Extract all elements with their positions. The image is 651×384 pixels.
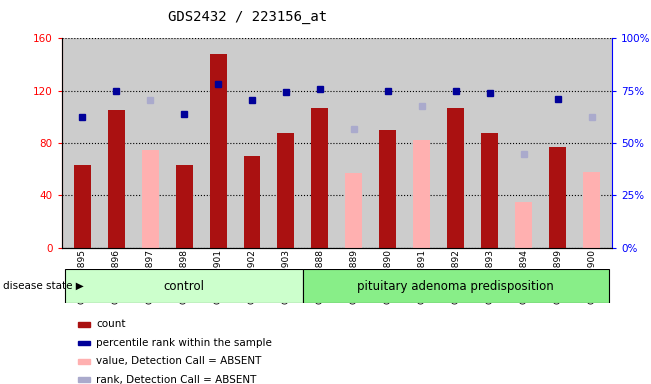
Bar <box>311 108 328 248</box>
Bar <box>210 54 227 248</box>
Bar <box>65 270 303 303</box>
Bar <box>346 173 363 248</box>
Bar <box>303 270 609 303</box>
Bar <box>142 150 159 248</box>
Bar <box>277 132 294 248</box>
Bar <box>380 130 396 248</box>
Text: control: control <box>163 280 204 293</box>
Bar <box>481 132 498 248</box>
Bar <box>515 202 532 248</box>
Text: disease state ▶: disease state ▶ <box>3 281 84 291</box>
Bar <box>107 110 124 248</box>
Text: count: count <box>96 319 126 329</box>
Bar <box>74 165 90 248</box>
Bar <box>243 156 260 248</box>
Bar <box>447 108 464 248</box>
Bar <box>583 172 600 248</box>
Text: GDS2432 / 223156_at: GDS2432 / 223156_at <box>168 10 327 23</box>
Text: rank, Detection Call = ABSENT: rank, Detection Call = ABSENT <box>96 375 256 384</box>
Bar <box>413 141 430 248</box>
Text: pituitary adenoma predisposition: pituitary adenoma predisposition <box>357 280 554 293</box>
Bar <box>176 165 193 248</box>
Text: percentile rank within the sample: percentile rank within the sample <box>96 338 272 348</box>
Bar <box>549 147 566 248</box>
Text: value, Detection Call = ABSENT: value, Detection Call = ABSENT <box>96 356 262 366</box>
